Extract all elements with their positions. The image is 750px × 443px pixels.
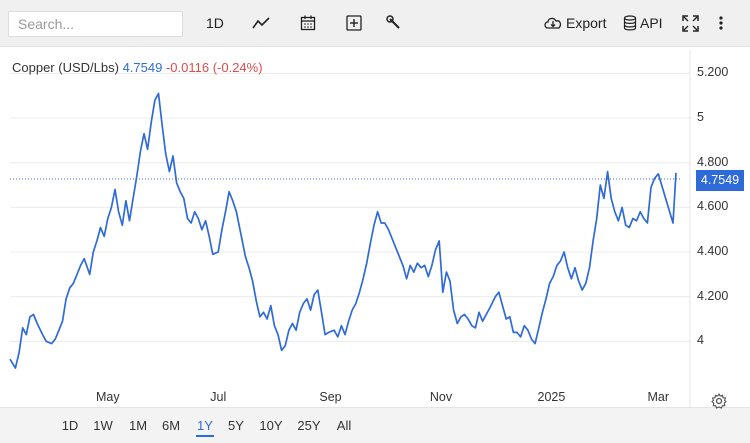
api-label: API bbox=[640, 15, 663, 31]
last-price-tag: 4.7549 bbox=[696, 170, 744, 191]
wrench-icon[interactable] bbox=[386, 10, 402, 36]
y-tick-label: 5 bbox=[697, 110, 704, 125]
cloud-download-icon bbox=[544, 17, 562, 29]
api-button[interactable]: API bbox=[623, 10, 663, 36]
y-tick-label: 4.800 bbox=[697, 154, 729, 169]
range-25y[interactable]: 25Y bbox=[297, 418, 321, 433]
interval-button[interactable]: 1D bbox=[206, 15, 224, 31]
line-chart-icon[interactable] bbox=[252, 10, 270, 36]
last-price: 4.7549 bbox=[122, 60, 163, 75]
search-input[interactable] bbox=[8, 11, 183, 37]
y-tick-label: 4.600 bbox=[697, 199, 729, 214]
instrument-name: Copper (USD/Lbs) bbox=[12, 60, 119, 75]
range-10y[interactable]: 10Y bbox=[259, 418, 283, 433]
database-icon bbox=[623, 15, 637, 31]
y-tick-label: 5.200 bbox=[697, 65, 729, 80]
x-tick-label: Sep bbox=[319, 390, 342, 404]
fullscreen-icon[interactable] bbox=[682, 10, 699, 36]
y-tick-label: 4.200 bbox=[697, 288, 729, 303]
x-tick-label: Mar bbox=[647, 390, 670, 404]
more-vertical-icon[interactable] bbox=[718, 10, 724, 36]
series-line bbox=[9, 92, 677, 369]
range-6m[interactable]: 6M bbox=[161, 418, 181, 433]
price-chart[interactable] bbox=[0, 0, 750, 407]
range-1m[interactable]: 1M bbox=[128, 418, 148, 433]
toolbar: 1D Export API bbox=[0, 0, 750, 47]
range-1w[interactable]: 1W bbox=[93, 418, 113, 433]
x-tick-label: Nov bbox=[429, 390, 453, 404]
export-button[interactable]: Export bbox=[543, 10, 606, 36]
range-1y[interactable]: 1Y bbox=[197, 418, 213, 433]
y-tick-label: 4 bbox=[697, 333, 704, 348]
settings-gear-icon[interactable] bbox=[711, 388, 727, 414]
x-tick-label: 2025 bbox=[537, 390, 566, 404]
range-all[interactable]: All bbox=[336, 418, 352, 433]
active-range-indicator bbox=[196, 435, 214, 437]
range-selector bbox=[0, 407, 750, 443]
range-5y[interactable]: 5Y bbox=[228, 418, 244, 433]
export-label: Export bbox=[566, 15, 607, 31]
price-change: -0.0116 (-0.24%) bbox=[165, 60, 263, 75]
quote-header: Copper (USD/Lbs) 4.7549 -0.0116 (-0.24%) bbox=[12, 60, 263, 75]
range-1d[interactable]: 1D bbox=[61, 418, 79, 433]
x-tick-label: Jul bbox=[210, 390, 227, 404]
chart-gridlines bbox=[10, 50, 691, 407]
plus-box-icon[interactable] bbox=[346, 10, 362, 36]
y-tick-label: 4.400 bbox=[697, 244, 729, 259]
x-tick-label: May bbox=[95, 390, 120, 404]
calendar-icon[interactable] bbox=[300, 10, 316, 36]
